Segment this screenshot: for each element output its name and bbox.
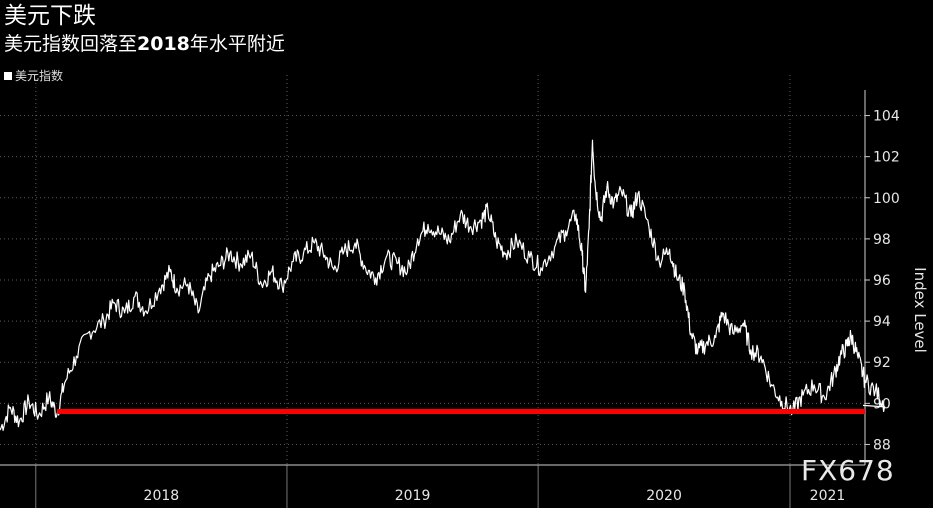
grid-lines bbox=[0, 75, 865, 465]
x-axis: 2018 2019 2020 2021 bbox=[0, 464, 865, 508]
y-tick-label: 96 bbox=[873, 273, 891, 289]
chart-legend: 美元指数 bbox=[4, 68, 63, 84]
y-tick-label: 94 bbox=[873, 314, 891, 330]
subtitle-prefix: 美元指数回落至 bbox=[4, 33, 138, 55]
y-tick-label: 104 bbox=[873, 109, 900, 125]
watermark: FX678 bbox=[801, 454, 895, 487]
subtitle-year: 2018 bbox=[137, 33, 190, 55]
x-tick-label: 2019 bbox=[395, 488, 431, 504]
y-tick-label: 88 bbox=[873, 437, 891, 453]
y-tick-label: 92 bbox=[873, 355, 891, 371]
x-tick-label: 2020 bbox=[646, 488, 682, 504]
y-tick-label: 100 bbox=[873, 191, 900, 207]
series-line-dxy bbox=[0, 139, 886, 431]
y-tick-label: 98 bbox=[873, 232, 891, 248]
x-tick-label: 2021 bbox=[810, 488, 846, 504]
legend-swatch bbox=[4, 72, 12, 80]
legend-label: 美元指数 bbox=[15, 69, 64, 83]
y-tick-label: 102 bbox=[873, 150, 900, 166]
x-tick-label: 2018 bbox=[144, 488, 180, 504]
series-layer bbox=[0, 139, 886, 431]
chart-title: 美元下跌 bbox=[4, 3, 96, 29]
subtitle-suffix: 年水平附近 bbox=[189, 33, 285, 55]
chart-subtitle: 美元指数回落至2018年水平附近 bbox=[4, 32, 285, 56]
y-axis-label: Index Level bbox=[911, 267, 929, 353]
